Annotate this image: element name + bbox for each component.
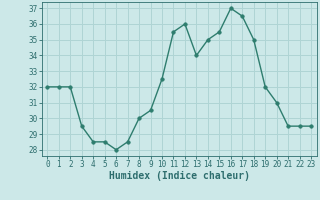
X-axis label: Humidex (Indice chaleur): Humidex (Indice chaleur) [109, 171, 250, 181]
